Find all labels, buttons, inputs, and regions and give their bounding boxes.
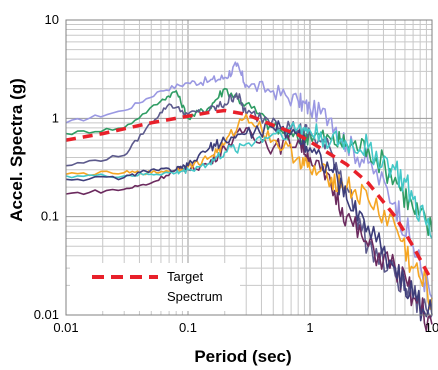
legend-target-label-2: Spectrum: [167, 289, 223, 304]
legend: Target Spectrum: [70, 263, 240, 311]
tick-labels: 0.01 0.1 1 10 0.01 0.1 1 10: [34, 12, 438, 335]
record-spectrum-line: [65, 92, 433, 320]
record-spectrum-line: [65, 120, 433, 322]
legend-target-label-1: Target: [167, 269, 204, 284]
y-tick-label: 1: [52, 110, 59, 125]
plot-frame: [65, 19, 433, 316]
record-spectrum-line: [65, 61, 433, 299]
x-tick-label: 1: [306, 320, 313, 335]
target-spectrum-line: [65, 108, 434, 283]
record-spectrum-line: [65, 127, 433, 332]
y-tick-label: 0.1: [41, 209, 59, 224]
x-tick-label: 0.01: [53, 320, 78, 335]
legend-box: [70, 263, 240, 311]
record-spectrum-line: [65, 113, 433, 310]
series-layer: [65, 61, 434, 332]
y-axis-title: Accel. Spectra (g): [7, 78, 26, 222]
x-tick-label: 10: [425, 320, 438, 335]
y-tick-label: 10: [45, 12, 59, 27]
y-tick-label: 0.01: [34, 307, 59, 322]
x-tick-label: 0.1: [179, 320, 197, 335]
x-axis-title: Period (sec): [194, 347, 291, 366]
record-spectrum-line: [65, 121, 433, 239]
